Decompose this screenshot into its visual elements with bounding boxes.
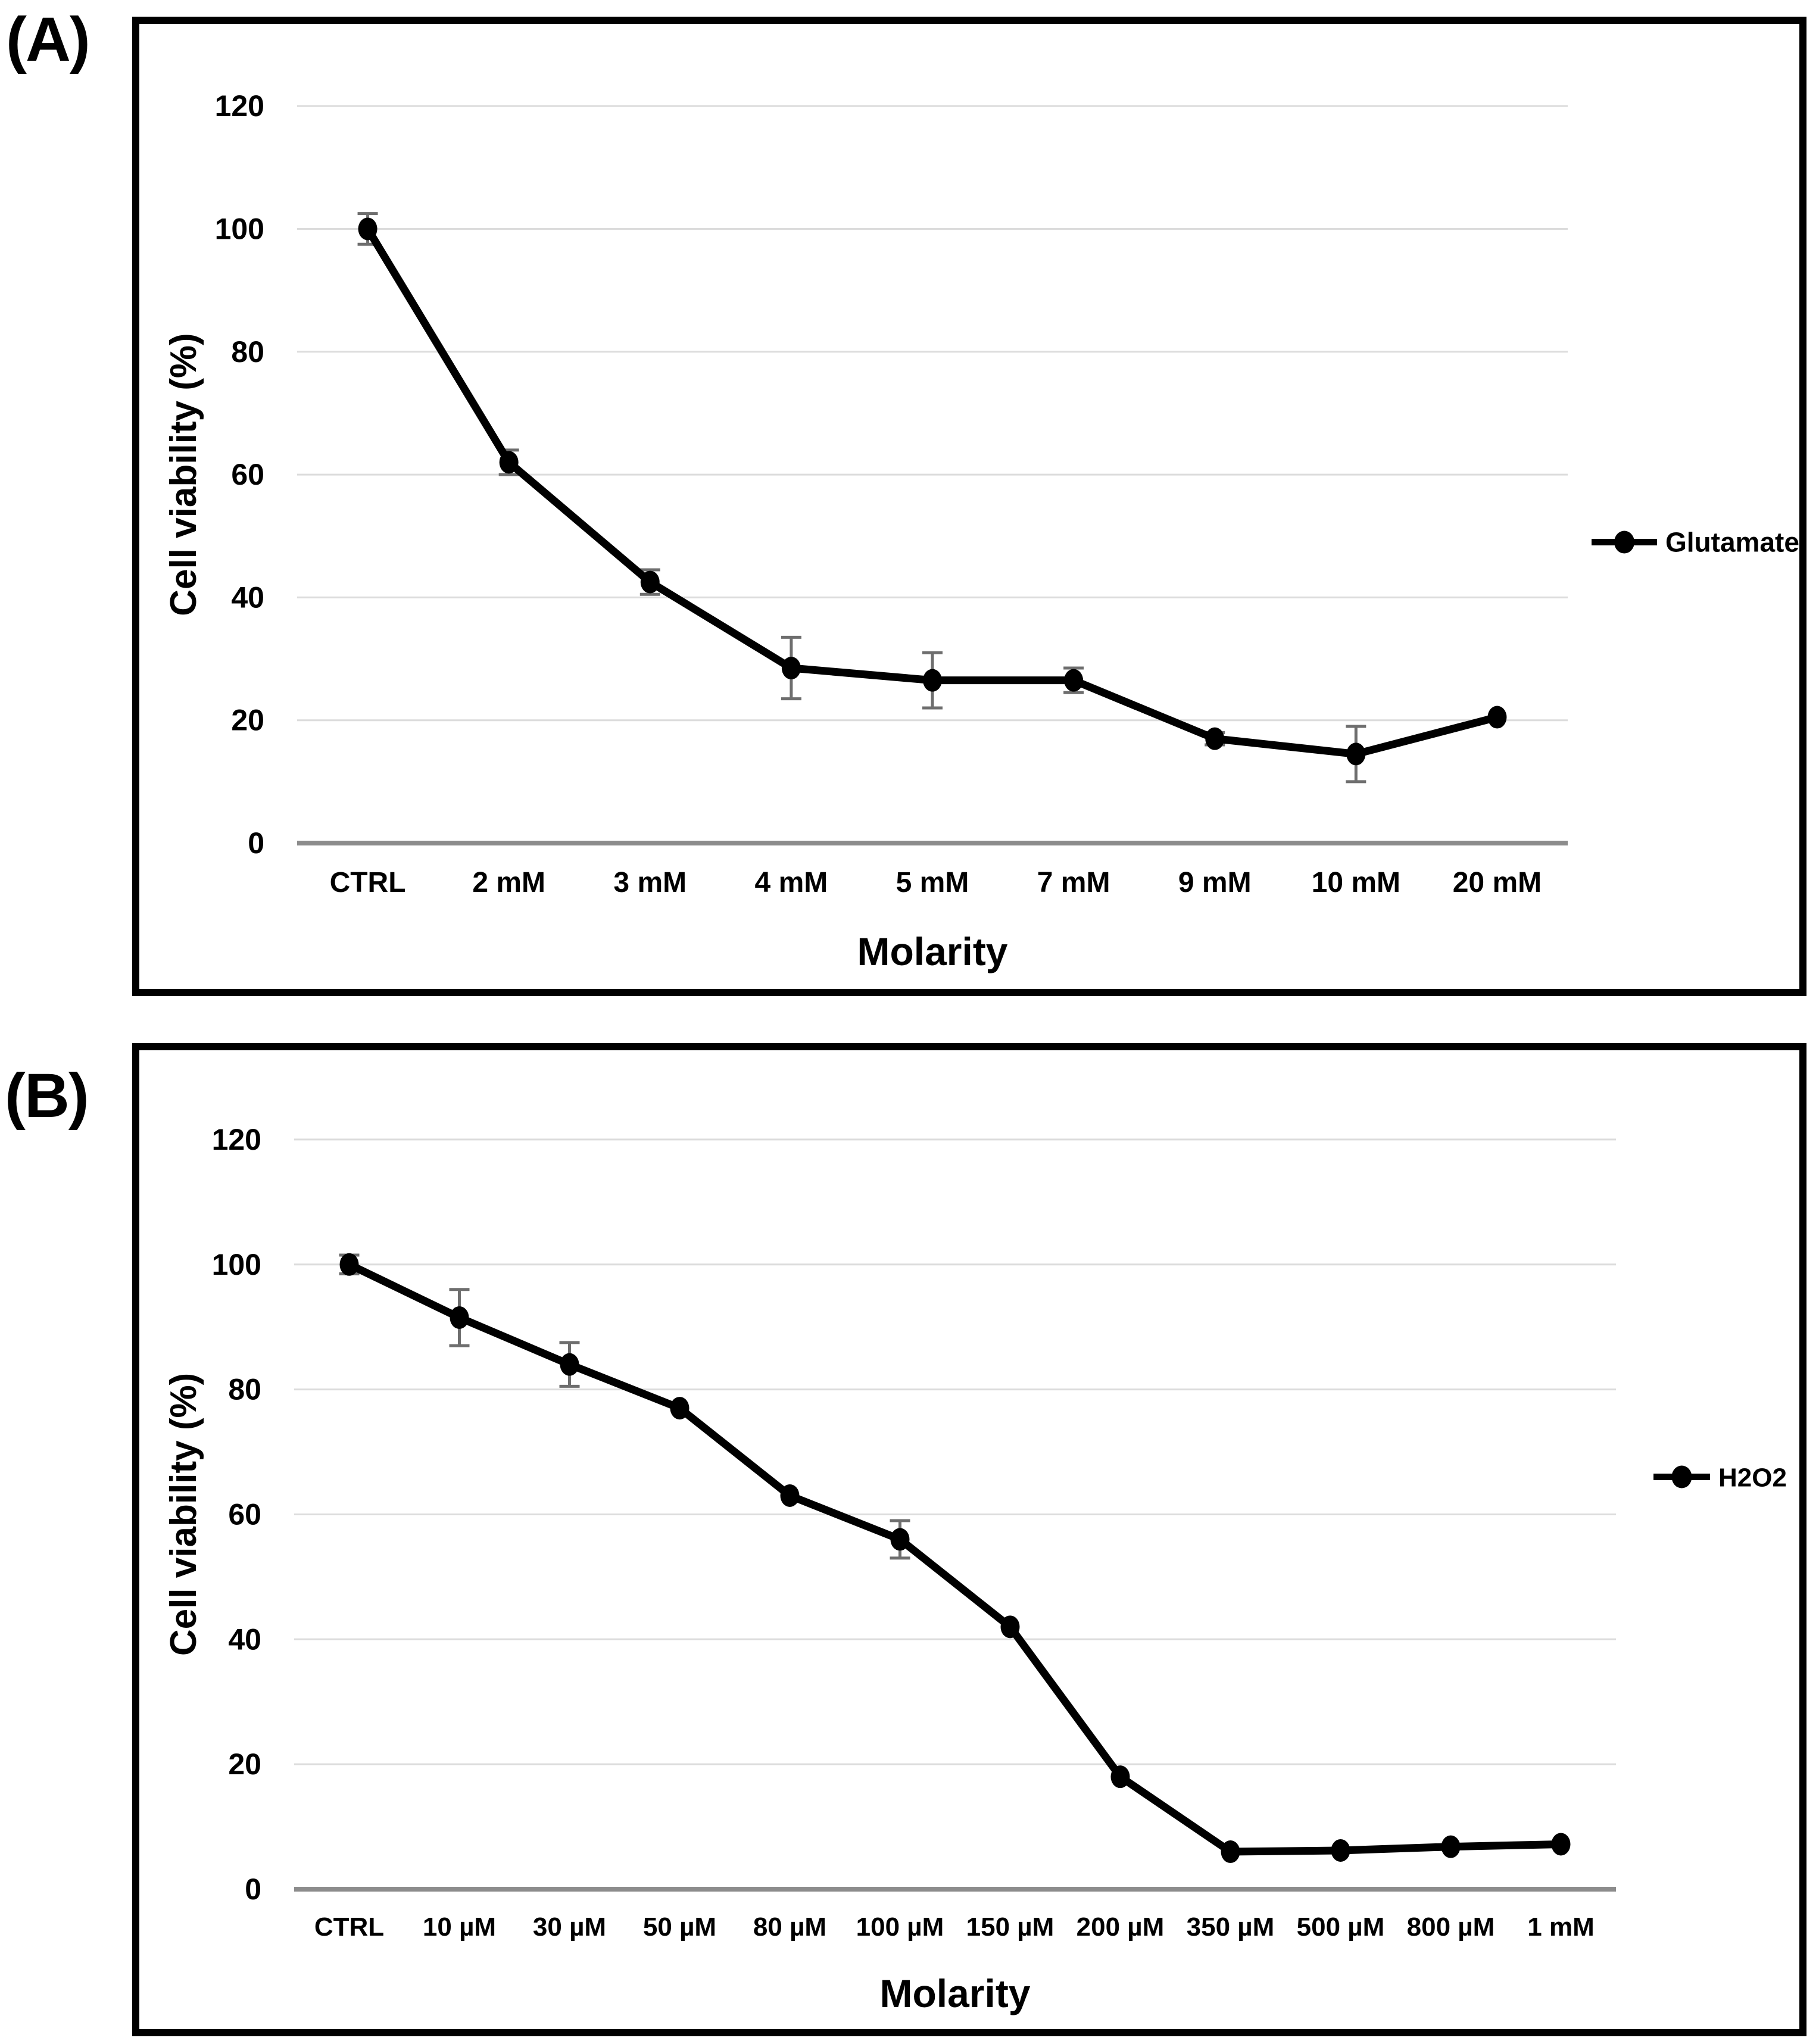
panel-a: 0 20 40 60 80 100 120 CTRL 2 mM 3 mM 4 mM 5 mM 7 mM 9… xyxy=(132,17,1806,996)
data-point xyxy=(499,451,519,474)
x-tick-label: 10 mM xyxy=(1312,867,1400,898)
legend-marker xyxy=(1671,1465,1692,1488)
data-point xyxy=(1441,1835,1461,1858)
data-point xyxy=(923,669,942,692)
y-tick-label: 120 xyxy=(212,1123,261,1156)
legend-label: H2O2 xyxy=(1718,1463,1787,1493)
x-tick-label: 30 µM xyxy=(533,1912,606,1942)
x-tick-label: 80 µM xyxy=(753,1912,826,1942)
x-tick-label: 800 µM xyxy=(1407,1912,1495,1942)
y-tick-label: 60 xyxy=(231,458,264,491)
x-tick-label: 200 µM xyxy=(1077,1912,1165,1942)
y-tick-label: 40 xyxy=(228,1622,261,1656)
data-point xyxy=(1110,1765,1130,1789)
panel-a-label: (A) xyxy=(6,5,91,74)
data-point xyxy=(560,1353,579,1376)
y-tick-label: 60 xyxy=(228,1497,261,1531)
y-tick-label: 0 xyxy=(248,826,264,860)
series-line xyxy=(345,1260,1565,1856)
data-point xyxy=(358,217,377,241)
data-point xyxy=(1205,727,1225,750)
y-axis-title: Cell viability (%) xyxy=(163,333,204,616)
y-tick-label: 0 xyxy=(245,1873,261,1906)
y-tick-label: 80 xyxy=(228,1373,261,1406)
x-tick-label: 10 µM xyxy=(423,1912,496,1942)
x-axis-title: Molarity xyxy=(879,1971,1030,2015)
y-axis-title: Cell viability (%) xyxy=(163,1373,204,1656)
data-point xyxy=(781,657,801,680)
x-tick-label: 20 mM xyxy=(1453,867,1542,898)
y-tick-label: 120 xyxy=(215,89,264,123)
data-point xyxy=(339,1253,359,1276)
data-point xyxy=(1331,1839,1350,1862)
x-tick-label: 350 µM xyxy=(1187,1912,1275,1942)
y-tick-label: 100 xyxy=(212,1248,261,1281)
x-tick-label: 100 µM xyxy=(856,1912,944,1942)
x-tick-label: 9 mM xyxy=(1178,867,1252,898)
data-point xyxy=(1346,742,1366,766)
legend-marker xyxy=(1614,530,1634,554)
x-tick-label: 150 µM xyxy=(966,1912,1054,1942)
y-tick-label: 100 xyxy=(215,212,264,245)
data-point xyxy=(890,1528,910,1551)
x-tick-label: 50 µM xyxy=(643,1912,716,1942)
x-axis-title: Molarity xyxy=(857,929,1007,973)
legend-label: Glutamate xyxy=(1665,527,1799,558)
y-tick-label: 40 xyxy=(231,581,264,614)
chart-a: 0 20 40 60 80 100 120 CTRL 2 mM 3 mM 4 mM 5 mM 7 mM 9… xyxy=(163,89,1799,973)
y-tick-label: 20 xyxy=(228,1747,261,1781)
data-point xyxy=(640,570,660,594)
data-point xyxy=(450,1306,469,1329)
x-tick-label: 5 mM xyxy=(896,867,969,898)
x-tick-label: 7 mM xyxy=(1037,867,1110,898)
panel-b-label: (B) xyxy=(5,1061,89,1131)
y-tick-label: 20 xyxy=(231,704,264,737)
x-tick-label: 2 mM xyxy=(472,867,545,898)
x-tick-label: 3 mM xyxy=(613,867,687,898)
data-point xyxy=(1221,1840,1240,1864)
data-point xyxy=(670,1397,689,1420)
x-tick-label: 500 µM xyxy=(1297,1912,1385,1942)
chart-b: 0 20 40 60 80 100 120 CTRL 10 µM 30 µM 50 µM 80 µM 1… xyxy=(163,1123,1787,2015)
panel-b: 0 20 40 60 80 100 120 CTRL 10 µM 30 µM 50 µM 80 µM 1… xyxy=(132,1043,1806,2036)
x-tick-label: CTRL xyxy=(314,1912,384,1942)
x-tick-label: 1 mM xyxy=(1527,1912,1594,1942)
data-point xyxy=(1487,706,1507,729)
data-point xyxy=(1064,669,1084,692)
x-tick-label: CTRL xyxy=(330,867,406,898)
y-tick-label: 80 xyxy=(231,335,264,369)
data-point xyxy=(1551,1833,1571,1856)
data-point xyxy=(780,1484,800,1507)
x-tick-label: 4 mM xyxy=(755,867,828,898)
data-point xyxy=(1000,1615,1020,1639)
